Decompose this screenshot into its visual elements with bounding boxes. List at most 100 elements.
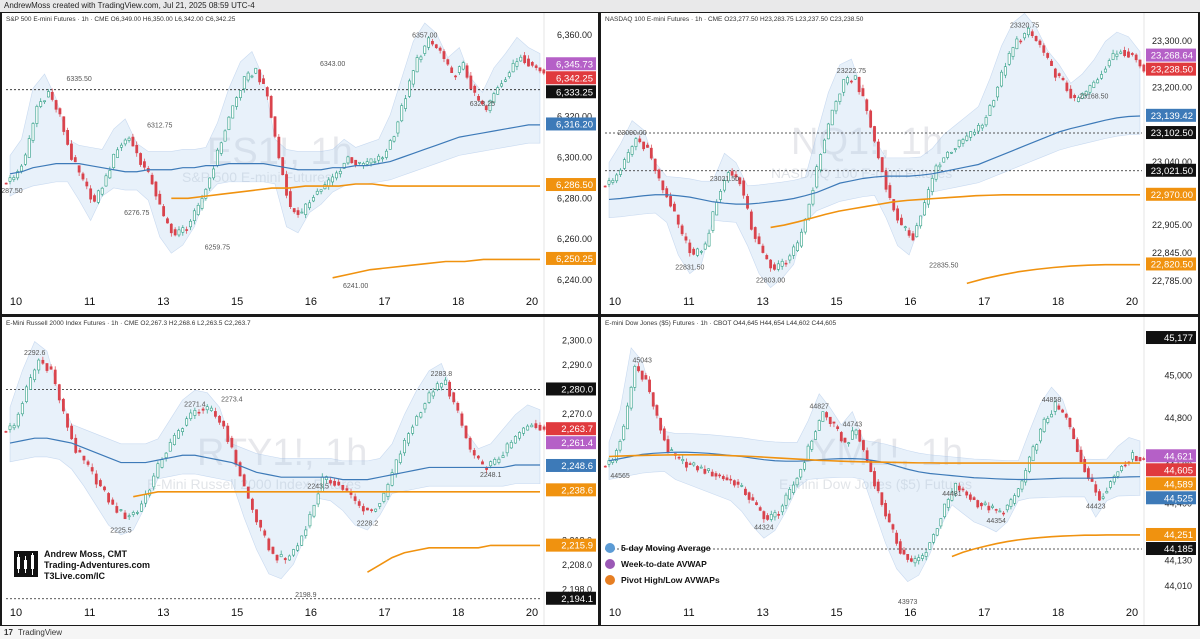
candle-body [784, 494, 788, 506]
candle-body [1053, 68, 1057, 78]
candle-body [753, 227, 757, 239]
candle-body [846, 77, 849, 84]
candle-body [1100, 74, 1103, 79]
candle-body [526, 425, 530, 431]
candle-body [85, 181, 89, 187]
pivot-annotation: 2198.9 [295, 592, 317, 599]
candle-body [296, 545, 299, 551]
candle-body [766, 515, 769, 520]
price-label-box [1146, 187, 1196, 201]
price-label-box [546, 382, 596, 396]
pivot-annotation: 6323.25 [470, 101, 495, 108]
candle-body [1030, 31, 1034, 37]
candle-body [29, 377, 32, 390]
price-label-text: 44,185 [1164, 544, 1193, 555]
avwap-line [770, 193, 1140, 229]
price-label-text: 22,820.50 [1151, 259, 1193, 270]
candle-body [255, 509, 258, 523]
candle-body [461, 62, 465, 70]
candle-body [448, 381, 452, 397]
candle-body [53, 369, 57, 385]
candle-body [869, 110, 873, 128]
candle-body [319, 189, 323, 192]
candle-body [961, 139, 965, 144]
candle-body [381, 157, 384, 160]
candle-body [354, 159, 358, 166]
candle-body [377, 155, 381, 161]
price-label-box [1146, 62, 1196, 76]
candle-body [854, 429, 858, 436]
candle-body [181, 428, 184, 433]
price-label-text: 6,342.25 [556, 73, 593, 84]
candle-body [649, 147, 653, 159]
pivot-annotation: 2225.5 [110, 527, 132, 534]
candle-body [131, 512, 135, 515]
candle-body [501, 455, 505, 458]
pivot-annotation: 23090.00 [617, 130, 646, 137]
candle-body [296, 210, 300, 215]
candle-body [1142, 458, 1146, 460]
candle-body [369, 158, 373, 164]
candle-body [300, 211, 304, 214]
candle-body [703, 243, 707, 250]
candle-body [607, 180, 611, 185]
candle-body [817, 420, 821, 431]
candle-body [896, 208, 899, 221]
candle-body [62, 116, 66, 132]
candle-body [335, 172, 338, 179]
candle-body [480, 100, 484, 105]
candle-body [400, 105, 404, 122]
pivot-annotation: 6241.00 [343, 283, 368, 290]
candle-body [710, 471, 714, 477]
candle-body [1031, 446, 1035, 462]
candle-body [16, 171, 20, 179]
candle-body [857, 77, 861, 93]
candle-body [765, 255, 769, 260]
candle-body [384, 150, 388, 158]
pivot-annotation: 23222.75 [837, 68, 866, 75]
candle-body [953, 148, 957, 151]
candle-body [112, 153, 116, 168]
candle-body [500, 83, 503, 87]
x-tick-label: 16 [305, 296, 317, 308]
pivot-annotation: 45043 [632, 358, 652, 365]
pivot-annotation: 44423 [1086, 503, 1106, 510]
chart-panel-es[interactable]: S&P 500 E-mini Futures · 1h · CME O6,349… [2, 13, 598, 314]
chart-panel-ym[interactable]: E-mini Dow Jones ($5) Futures · 1h · CBO… [601, 317, 1198, 625]
candle-body [1086, 468, 1090, 479]
candle-body [12, 177, 16, 180]
price-label-text: 2,263.7 [561, 424, 593, 435]
candle-body [1083, 459, 1087, 473]
pivot-annotation: 44481 [942, 491, 962, 498]
candle-body [714, 473, 718, 477]
candles-logo-icon [17, 553, 34, 575]
avwap-line [133, 491, 540, 498]
candle-body [177, 430, 180, 439]
candle-body [374, 508, 378, 512]
candle-body [928, 542, 932, 550]
candle-body [246, 72, 250, 81]
pivot-annotation: 6312.75 [147, 123, 172, 130]
candle-body [976, 500, 980, 508]
price-label-text: 6,333.25 [556, 87, 593, 98]
candle-body [8, 177, 12, 182]
candle-body [507, 72, 511, 77]
candle-body [223, 130, 227, 142]
candle-body [1020, 480, 1024, 490]
candle-body [761, 245, 765, 253]
candle-body [1098, 491, 1101, 501]
candle-body [94, 473, 98, 485]
candle-body [156, 463, 160, 478]
candle-body [832, 421, 836, 424]
chart-panel-nq[interactable]: NASDAQ 100 E-mini Futures · 1h · CME O23… [601, 13, 1198, 314]
candle-body [205, 406, 209, 411]
pivot-annotation: 22835.50 [929, 262, 958, 269]
candle-body [836, 426, 840, 430]
price-label-box [1146, 477, 1196, 491]
candle-body [271, 546, 275, 554]
candle-body [370, 509, 373, 511]
candle-body [791, 484, 795, 493]
candle-body [438, 47, 442, 51]
price-label-box [546, 178, 596, 192]
moving-average-line [608, 115, 1141, 205]
